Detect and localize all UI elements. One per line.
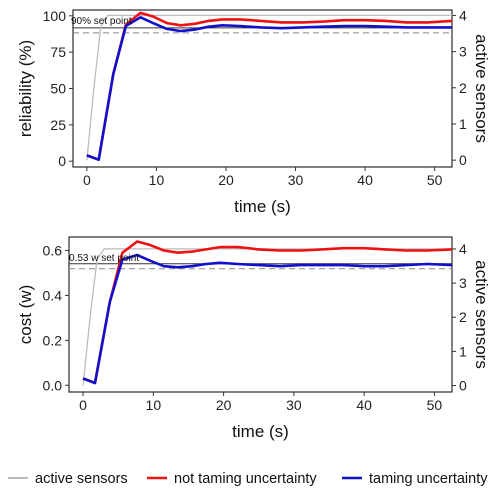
legend-item-active-sensors: active sensors [8,471,128,487]
y2-tick-label: 4 [459,7,467,23]
y2-tick-label: 3 [459,275,467,291]
y-tick-label: 0 [58,153,66,169]
y2-tick-label: 2 [459,309,467,325]
x-ticks-top: 0 10 20 30 40 50 [83,167,443,188]
y2-axis-title-top: active sensors [472,34,491,143]
series-line-not-taming-uncertainty-bottom [82,240,453,385]
y-tick-label: 0.6 [43,242,63,258]
x-tick-label: 0 [79,397,87,413]
legend: active sensors not taming uncertainty ta… [8,471,488,487]
y-axis-title-bottom: cost (w) [16,285,35,345]
y2-tick-label: 4 [459,241,467,257]
series-line-not-taming-uncertainty-top [86,11,453,161]
y-ticks-top: 0 25 50 75 100 [43,8,73,169]
series-line-taming-uncertainty-bottom [82,253,453,385]
x-tick-label: 30 [288,172,304,188]
legend-item-not-taming: not taming uncertainty [147,471,317,487]
x-tick-label: 0 [83,172,91,188]
x-tick-label: 40 [357,172,373,188]
series-line-taming-uncertainty-top [86,15,452,161]
y-tick-label: 0.0 [43,377,63,393]
y2-ticks-top: 0 1 2 3 4 [452,7,467,168]
legend-item-taming: taming uncertainty [342,471,488,487]
x-tick-label: 50 [427,172,443,188]
legend-label-not-taming: not taming uncertainty [174,471,317,487]
y-tick-label: 25 [50,117,66,133]
x-axis-title-top: time (s) [234,197,291,216]
setpoint-label-bottom: 0.53 w set point [69,253,139,264]
legend-label-taming: taming uncertainty [369,471,488,487]
series-line-active-sensors-bottom [82,248,452,386]
x-tick-label: 20 [218,172,234,188]
setpoint-lines-bottom [69,263,452,270]
y2-tick-label: 2 [459,80,467,96]
y2-tick-label: 1 [459,343,467,359]
x-ticks-bottom: 0 10 20 30 40 50 [79,392,442,413]
y2-tick-label: 0 [459,378,467,394]
series-line-active-sensors-top [86,14,452,161]
y-tick-label: 50 [50,81,66,97]
x-tick-label: 20 [216,397,232,413]
y-tick-label: 100 [43,8,67,24]
y2-tick-label: 0 [459,152,467,168]
y2-tick-label: 3 [459,44,467,60]
panel-reliability: 90% set point 0 10 20 30 40 50 0 25 50 75 100 0 1 2… [16,7,491,216]
x-tick-label: 10 [149,172,165,188]
y-axis-title-top: reliability (%) [16,40,35,137]
x-tick-label: 30 [286,397,302,413]
y2-tick-label: 1 [459,116,467,132]
y-ticks-bottom: 0.0 0.2 0.4 0.6 [43,242,69,393]
y2-axis-title-bottom: active sensors [472,260,491,369]
y-tick-label: 0.4 [43,287,63,303]
legend-label-active-sensors: active sensors [35,471,128,487]
series-group-top [86,11,453,161]
y-tick-label: 75 [50,44,66,60]
x-tick-label: 10 [146,397,162,413]
x-tick-label: 50 [427,397,443,413]
plot-frame-bottom [68,236,453,393]
series-group-bottom [82,240,453,386]
x-tick-label: 40 [356,397,372,413]
y-tick-label: 0.2 [43,332,63,348]
setpoint-label-top: 90% set point [71,16,132,27]
x-axis-title-bottom: time (s) [232,422,289,441]
panel-cost: 0.53 w set point 0 10 20 30 40 50 0.00.20.40.… [16,236,491,441]
plot-frame-top [72,9,453,168]
y2-ticks-bottom: 0 1 2 3 4 [452,241,467,394]
